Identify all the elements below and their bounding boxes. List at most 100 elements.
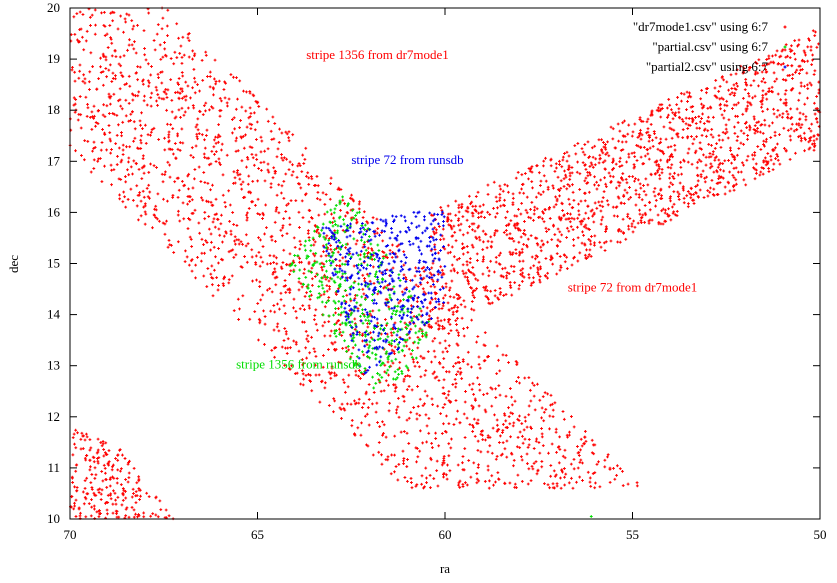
data-point xyxy=(372,386,376,390)
data-point xyxy=(302,162,306,165)
data-point xyxy=(424,260,428,264)
data-point xyxy=(330,254,334,258)
data-point xyxy=(481,272,485,276)
data-point xyxy=(728,170,732,174)
data-point xyxy=(477,404,481,408)
data-point xyxy=(725,104,729,108)
data-point xyxy=(457,297,461,301)
data-point xyxy=(362,210,366,214)
data-point xyxy=(254,203,257,207)
data-point xyxy=(201,198,205,202)
data-point xyxy=(368,356,371,360)
data-point xyxy=(367,283,371,286)
data-point xyxy=(95,451,99,455)
data-point xyxy=(736,135,740,139)
data-point xyxy=(671,211,675,215)
data-point xyxy=(461,233,465,237)
data-point xyxy=(165,96,169,99)
data-point xyxy=(346,402,349,406)
data-point xyxy=(206,267,210,270)
data-point xyxy=(736,84,739,88)
data-point xyxy=(759,148,763,151)
data-point xyxy=(538,398,542,402)
data-point xyxy=(486,464,490,468)
data-point xyxy=(644,213,648,217)
data-point xyxy=(374,272,378,276)
data-point xyxy=(616,180,620,184)
data-point xyxy=(216,288,220,292)
data-point xyxy=(384,304,388,307)
data-point xyxy=(215,276,219,280)
data-point xyxy=(387,307,391,311)
data-point xyxy=(86,106,90,110)
data-point xyxy=(363,240,366,244)
data-point xyxy=(169,57,173,60)
data-point xyxy=(96,437,100,441)
data-point xyxy=(815,95,819,98)
data-point xyxy=(542,211,545,215)
data-point xyxy=(527,215,531,219)
data-point xyxy=(83,81,87,85)
data-point xyxy=(113,491,117,495)
data-point xyxy=(459,222,463,226)
data-point xyxy=(391,243,394,247)
data-point xyxy=(446,463,449,467)
data-point xyxy=(305,256,309,260)
data-point xyxy=(419,354,423,358)
data-point xyxy=(101,83,105,87)
data-point xyxy=(521,259,525,263)
data-point xyxy=(431,446,434,449)
data-point xyxy=(348,357,352,361)
data-point xyxy=(633,225,637,229)
data-point xyxy=(520,455,523,459)
data-point xyxy=(255,138,258,141)
data-point xyxy=(471,266,475,269)
data-point xyxy=(811,58,814,62)
data-point xyxy=(221,240,224,244)
series-3-points xyxy=(321,210,447,375)
data-point xyxy=(620,140,624,144)
data-point xyxy=(143,123,147,127)
data-point xyxy=(225,153,229,157)
data-point xyxy=(624,237,628,241)
data-point xyxy=(100,11,103,15)
data-point xyxy=(441,285,444,289)
data-point xyxy=(412,211,416,214)
data-point xyxy=(86,103,89,106)
data-point xyxy=(218,135,222,138)
data-point xyxy=(492,180,496,184)
data-point xyxy=(579,458,583,462)
data-point xyxy=(322,290,326,294)
data-point xyxy=(583,199,587,203)
data-point xyxy=(374,301,378,305)
data-point xyxy=(281,158,285,162)
data-point xyxy=(763,118,767,122)
data-point xyxy=(571,183,574,187)
data-point xyxy=(157,76,160,80)
data-point xyxy=(535,472,539,476)
data-point xyxy=(339,247,342,251)
data-point xyxy=(74,498,78,502)
data-point xyxy=(789,50,793,53)
data-point xyxy=(309,249,313,253)
data-point xyxy=(660,103,664,107)
data-point xyxy=(439,233,443,237)
data-point xyxy=(324,246,328,250)
data-point xyxy=(808,38,811,42)
data-point xyxy=(794,70,797,74)
data-point xyxy=(753,94,757,98)
data-point xyxy=(177,96,181,100)
data-point xyxy=(129,119,132,122)
data-point xyxy=(378,337,382,340)
data-point xyxy=(789,107,793,111)
data-point xyxy=(601,215,605,219)
data-point xyxy=(653,194,657,198)
data-point xyxy=(452,423,456,426)
data-point xyxy=(405,288,408,291)
data-point xyxy=(612,467,615,470)
data-point xyxy=(600,138,603,142)
data-point xyxy=(774,53,778,57)
data-point xyxy=(351,346,355,350)
data-point xyxy=(90,110,94,114)
data-point xyxy=(804,118,808,122)
